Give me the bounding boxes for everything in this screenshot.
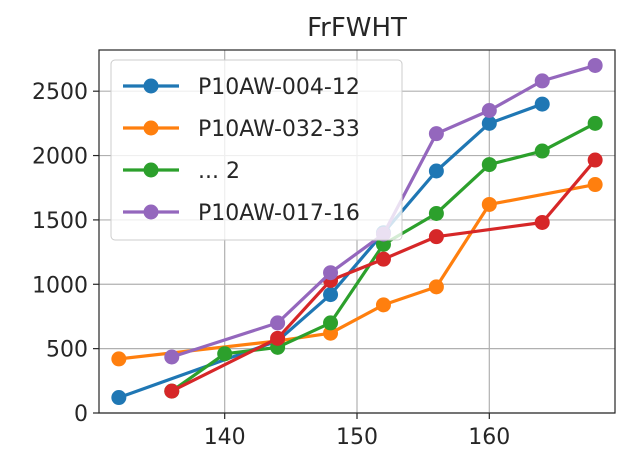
data-point — [428, 163, 444, 179]
chart-title: FrFWHT — [307, 13, 407, 43]
legend-marker — [143, 78, 159, 94]
data-point — [534, 96, 550, 112]
axis-ticks: 140 150 160 0 500 1000 1500 2000 2500 — [32, 80, 510, 450]
series-layer — [111, 57, 603, 406]
data-point — [428, 229, 444, 245]
series-4 — [164, 152, 603, 399]
data-point — [534, 73, 550, 89]
data-point — [111, 390, 127, 406]
data-point — [375, 251, 391, 267]
legend: P10AW-004-12 P10AW-032-33 ... 2 P10AW-017-1… — [110, 59, 403, 241]
data-point — [164, 383, 180, 399]
legend-label: ... 2 — [198, 159, 240, 184]
legend-item: P10AW-032-33 — [123, 117, 360, 142]
legend-label: P10AW-004-12 — [198, 75, 360, 100]
legend-marker — [143, 120, 159, 136]
y-tick-label: 2500 — [32, 80, 88, 105]
data-point — [587, 115, 603, 131]
x-tick-label: 160 — [468, 425, 510, 450]
data-point — [323, 325, 339, 341]
legend-label: P10AW-032-33 — [198, 117, 360, 142]
y-tick-label: 1500 — [32, 209, 88, 234]
legend-marker — [143, 162, 159, 178]
legend-item: P10AW-017-16 — [123, 201, 360, 226]
y-tick-label: 500 — [46, 338, 88, 363]
data-point — [375, 297, 391, 313]
data-point — [587, 152, 603, 168]
data-point — [111, 351, 127, 367]
legend-marker — [143, 204, 159, 220]
data-point — [323, 287, 339, 303]
data-point — [534, 143, 550, 159]
data-point — [428, 205, 444, 221]
data-point — [217, 346, 233, 362]
series-3 — [164, 115, 603, 399]
data-point — [481, 115, 497, 131]
x-tick-label: 140 — [204, 425, 246, 450]
data-point — [375, 236, 391, 252]
series-line — [171, 63, 596, 359]
data-point — [270, 330, 286, 346]
data-point — [323, 315, 339, 331]
y-tick-label: 0 — [74, 402, 88, 427]
data-point — [270, 315, 286, 331]
data-point — [428, 126, 444, 142]
data-point — [164, 349, 180, 365]
y-tick-label: 1000 — [32, 273, 88, 298]
legend-label: P10AW-017-16 — [198, 201, 360, 226]
data-point — [587, 177, 603, 193]
legend-item: ... 2 — [123, 159, 240, 184]
data-point — [428, 279, 444, 295]
data-point — [587, 57, 603, 73]
x-tick-label: 150 — [336, 425, 378, 450]
y-tick-label: 2000 — [32, 145, 88, 170]
data-point — [481, 157, 497, 173]
data-point — [534, 214, 550, 230]
data-point — [323, 265, 339, 281]
data-point — [481, 196, 497, 212]
legend-item: P10AW-004-12 — [123, 75, 360, 100]
data-point — [481, 103, 497, 118]
legend-box — [110, 59, 403, 241]
